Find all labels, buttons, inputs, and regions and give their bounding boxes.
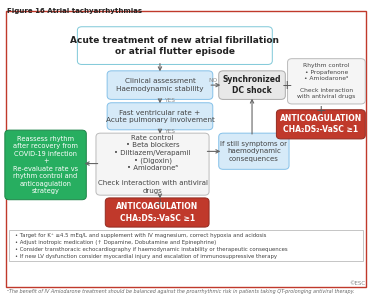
FancyBboxPatch shape (288, 59, 365, 104)
FancyBboxPatch shape (9, 230, 363, 261)
Text: • Target for K⁺ ≥4.5 mEq/L and supplement with IV magnesium, correct hypoxia and: • Target for K⁺ ≥4.5 mEq/L and supplemen… (15, 233, 288, 259)
Text: +: + (155, 197, 165, 209)
Text: Acute treatment of new atrial fibrillation
or atrial flutter episode: Acute treatment of new atrial fibrillati… (70, 36, 279, 56)
Text: ᵃThe benefit of IV Amiodarone treatment should be balanced against the proarrhyt: ᵃThe benefit of IV Amiodarone treatment … (7, 289, 355, 294)
Text: NO: NO (208, 78, 217, 83)
FancyBboxPatch shape (276, 110, 365, 139)
Text: Fast ventricular rate +
Acute pulmonary involvement: Fast ventricular rate + Acute pulmonary … (106, 109, 214, 123)
FancyBboxPatch shape (77, 27, 272, 64)
Text: YES: YES (164, 129, 176, 134)
Text: If still symptoms or
haemodynamic
consequences: If still symptoms or haemodynamic conseq… (220, 141, 288, 162)
Text: +: + (281, 79, 292, 92)
FancyBboxPatch shape (5, 130, 86, 200)
Text: Rate control
• Beta blockers
• Diltiazem/Verapamil
• (Digoxin)
• Amiodaroneᵃ

Ch: Rate control • Beta blockers • Diltiazem… (97, 135, 208, 194)
Text: ANTICOAGULATION
CHA₂DS₂-VaSC ≥1: ANTICOAGULATION CHA₂DS₂-VaSC ≥1 (280, 114, 362, 134)
Text: Rhythm control
• Propafenone
• Amiodaroneᵃ

Check interaction
with antiviral dru: Rhythm control • Propafenone • Amiodaron… (297, 63, 356, 99)
FancyBboxPatch shape (96, 133, 209, 195)
Text: Synchronized
DC shock: Synchronized DC shock (223, 75, 281, 95)
Text: Clinical assessment
Haemodynamic stability: Clinical assessment Haemodynamic stabili… (116, 78, 204, 92)
Text: ©ESC: ©ESC (349, 282, 365, 286)
FancyBboxPatch shape (219, 71, 285, 99)
FancyBboxPatch shape (219, 133, 289, 169)
Text: YES: YES (164, 98, 176, 103)
FancyBboxPatch shape (107, 103, 213, 130)
Text: Figure 16 Atrial tachyarrhythmias: Figure 16 Atrial tachyarrhythmias (7, 8, 142, 14)
Text: Reassess rhythm
after recovery from
COVID-19 infection
+
Re-evaluate rate vs
rhy: Reassess rhythm after recovery from COVI… (13, 136, 78, 194)
Text: ANTICOAGULATION
CHA₂DS₂-VaSC ≥1: ANTICOAGULATION CHA₂DS₂-VaSC ≥1 (116, 202, 198, 223)
FancyBboxPatch shape (107, 71, 213, 99)
Text: +: + (315, 104, 326, 116)
FancyBboxPatch shape (105, 198, 209, 227)
